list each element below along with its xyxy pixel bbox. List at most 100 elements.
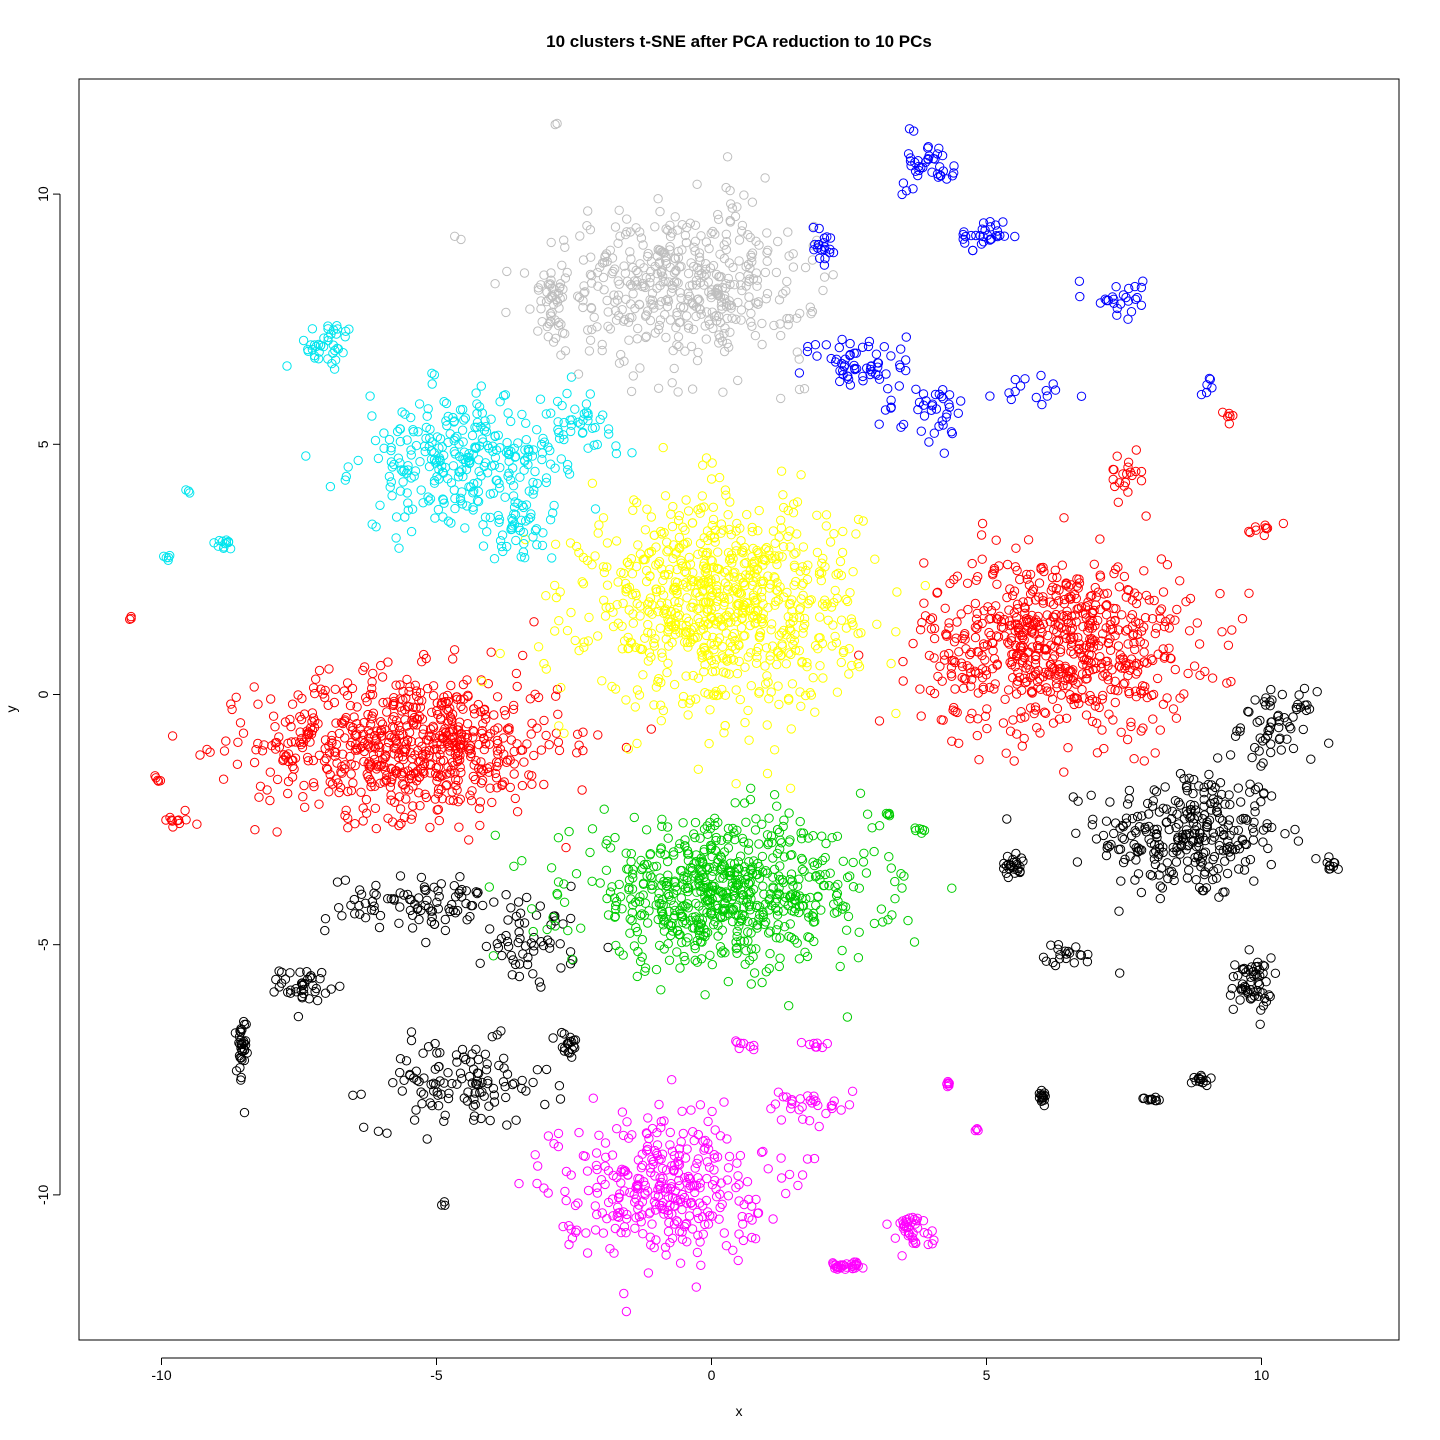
data-point [925, 614, 936, 625]
data-point [1156, 604, 1167, 614]
data-point [1291, 702, 1302, 713]
data-point [342, 678, 353, 688]
data-point [1194, 835, 1204, 845]
data-point [382, 742, 392, 753]
data-point [776, 393, 786, 404]
data-point [370, 803, 381, 813]
data-point [1132, 292, 1142, 303]
data-point [1068, 675, 1078, 686]
data-point [469, 1111, 480, 1121]
data-point [1026, 626, 1037, 636]
data-point [732, 926, 742, 936]
data-point [466, 796, 477, 806]
data-point [532, 723, 542, 733]
data-point [397, 1086, 407, 1096]
data-point [499, 749, 509, 759]
data-point [1237, 834, 1247, 844]
data-point [818, 673, 828, 683]
data-point [394, 820, 404, 831]
data-point [1025, 703, 1036, 713]
data-point [1138, 276, 1148, 286]
data-point [574, 740, 584, 750]
data-point [605, 324, 616, 334]
data-point [1246, 972, 1256, 982]
data-point [954, 738, 964, 748]
data-point [1254, 746, 1264, 756]
data-point [618, 598, 628, 608]
data-point [321, 753, 331, 764]
data-point [307, 324, 318, 334]
data-point [427, 1100, 437, 1111]
data-point [901, 355, 911, 365]
data-point [401, 794, 411, 804]
data-point [768, 853, 778, 863]
data-point [625, 914, 635, 924]
data-point [1127, 621, 1138, 631]
data-point [1053, 944, 1063, 954]
data-point [760, 679, 771, 689]
data-point [976, 239, 987, 249]
data-point [808, 831, 818, 841]
data-point [1083, 949, 1093, 960]
data-point [779, 815, 789, 825]
data-point [796, 470, 806, 480]
data-point [767, 837, 777, 848]
data-point [548, 1033, 558, 1043]
data-point [480, 1049, 491, 1060]
data-point [705, 705, 715, 715]
data-point [731, 685, 741, 695]
data-point [518, 650, 528, 661]
data-point [1238, 813, 1248, 824]
data-point [324, 748, 335, 758]
data-point [350, 909, 360, 919]
data-point [761, 643, 772, 653]
data-point [1090, 582, 1101, 593]
data-point [513, 897, 524, 907]
data-point [476, 757, 486, 767]
data-point [550, 626, 560, 636]
data-point [369, 754, 380, 765]
data-point [604, 429, 614, 439]
data-point [1084, 623, 1095, 633]
data-point [829, 529, 839, 539]
data-point [677, 865, 687, 876]
data-point [1237, 964, 1248, 974]
data-point [432, 805, 442, 815]
data-point [696, 231, 706, 241]
data-point [1106, 684, 1116, 695]
data-point [972, 730, 982, 741]
data-point [395, 1054, 406, 1064]
data-point [690, 236, 701, 247]
data-point [1265, 991, 1275, 1002]
data-point [993, 632, 1004, 642]
data-point [1158, 699, 1169, 709]
data-point [566, 881, 576, 891]
data-point [735, 694, 745, 705]
data-point [283, 987, 293, 997]
data-point [821, 340, 831, 350]
data-point [509, 700, 519, 711]
data-point [1123, 487, 1133, 497]
data-point [546, 863, 557, 873]
data-point [720, 485, 731, 495]
data-point [762, 720, 772, 730]
data-point [1042, 610, 1052, 620]
data-point [1248, 823, 1258, 833]
data-point [1061, 953, 1071, 964]
data-point [299, 780, 309, 791]
data-point [240, 1036, 251, 1046]
data-point [330, 751, 340, 761]
data-point [803, 560, 813, 570]
data-point [315, 974, 325, 984]
data-point [942, 630, 952, 640]
data-point [506, 416, 516, 427]
data-point [502, 936, 513, 947]
data-point [836, 615, 847, 625]
data-point [1035, 728, 1045, 738]
data-point [720, 911, 730, 921]
data-point [764, 813, 774, 823]
data-point [488, 1083, 499, 1094]
data-point [265, 767, 275, 777]
data-point [399, 780, 409, 790]
data-point [490, 830, 500, 840]
